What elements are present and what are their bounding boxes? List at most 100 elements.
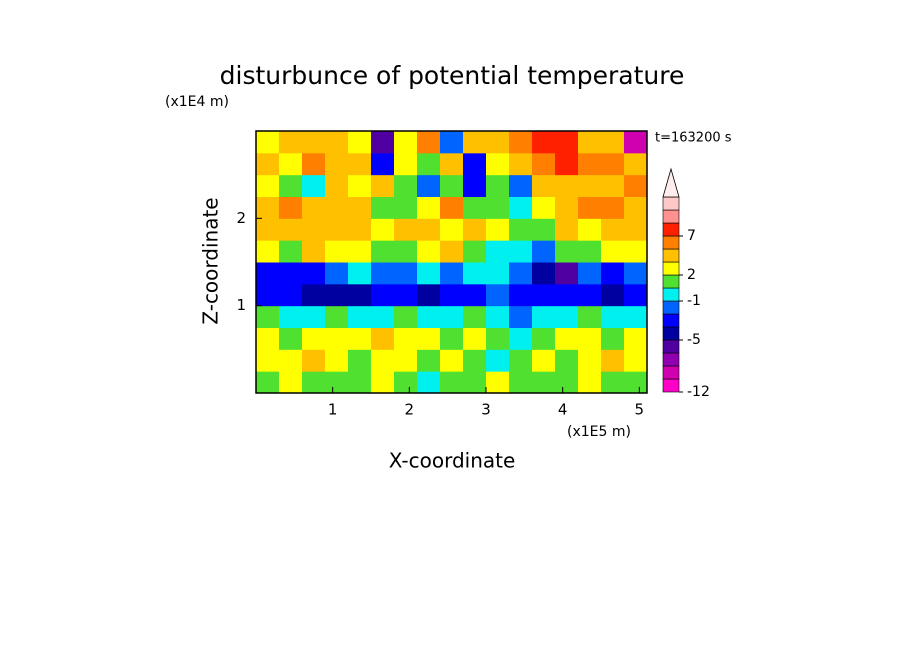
contour-cell — [463, 152, 487, 176]
contour-cell — [325, 196, 349, 219]
contour-cell — [624, 305, 648, 328]
contour-cell — [417, 262, 441, 285]
contour-cell — [325, 240, 349, 263]
contour-cell — [486, 327, 510, 350]
contour-cell — [417, 131, 441, 154]
colorbar-tick-label: -1 — [687, 293, 701, 309]
contour-cell — [279, 305, 303, 328]
contour-cell — [532, 240, 556, 263]
contour-cell — [555, 305, 579, 328]
contour-cell — [555, 196, 579, 219]
contour-cell — [440, 327, 464, 350]
contour-cell — [256, 152, 280, 176]
contour-cell — [394, 349, 418, 372]
contour-cell — [394, 371, 418, 394]
contour-cell — [279, 152, 303, 176]
contour-cell — [348, 283, 372, 307]
contour-cell — [509, 262, 533, 285]
contour-cell — [601, 371, 625, 394]
contour-cell — [348, 349, 372, 372]
contour-cell — [578, 349, 602, 372]
contour-cell — [463, 196, 487, 219]
contour-cell — [624, 371, 648, 394]
contour-cell — [371, 218, 395, 241]
contour-cell — [302, 305, 326, 328]
contour-cell — [601, 152, 625, 176]
colorbar-segment — [662, 196, 680, 211]
colorbar-segment — [662, 313, 680, 328]
colorbar-segment — [662, 261, 680, 276]
contour-cell — [302, 131, 326, 154]
contour-cell — [417, 305, 441, 328]
contour-cell — [624, 218, 648, 241]
contour-cell — [394, 131, 418, 154]
contour-cell — [394, 218, 418, 241]
colorbar-segment — [662, 287, 680, 302]
contour-cell — [348, 131, 372, 154]
colorbar-segment — [662, 248, 680, 263]
contour-cell — [279, 349, 303, 372]
contour-cell — [417, 152, 441, 176]
contour-cell — [486, 218, 510, 241]
x-unit: (x1E5 m) — [567, 424, 631, 440]
contour-cell — [440, 349, 464, 372]
contour-cell — [486, 305, 510, 328]
contour-cell — [463, 262, 487, 285]
contour-cell — [555, 152, 579, 176]
contour-cell — [371, 131, 395, 154]
contour-cell — [302, 349, 326, 372]
contour-cell — [325, 131, 349, 154]
contour-cell — [256, 327, 280, 350]
colorbar-segment — [662, 209, 680, 224]
contour-cell — [532, 196, 556, 219]
contour-cell — [578, 371, 602, 394]
contour-cell — [325, 327, 349, 350]
contour-cell — [394, 327, 418, 350]
x-tick-label: 2 — [405, 401, 415, 419]
contour-cell — [578, 131, 602, 154]
colorbar-tick-label: 2 — [687, 267, 696, 283]
contour-cell — [371, 327, 395, 350]
contour-cell — [578, 152, 602, 176]
contour-cell — [279, 131, 303, 154]
colorbar-segment — [662, 326, 680, 341]
contour-cell — [371, 262, 395, 285]
contour-cell — [624, 152, 648, 176]
contour-cell — [463, 371, 487, 394]
contour-cell — [394, 305, 418, 328]
contour-cell — [325, 152, 349, 176]
contour-cell — [509, 240, 533, 263]
contour-cell — [417, 240, 441, 263]
contour-cell — [348, 371, 372, 394]
contour-cell — [371, 196, 395, 219]
contour-cell — [440, 262, 464, 285]
contour-cell — [532, 371, 556, 394]
contour-cell — [578, 174, 602, 197]
contour-cell — [624, 262, 648, 285]
contour-cell — [601, 131, 625, 154]
contour-cell — [601, 327, 625, 350]
contour-cell — [279, 371, 303, 394]
contour-cell — [486, 196, 510, 219]
contour-cell — [440, 371, 464, 394]
contour-cell — [256, 305, 280, 328]
contour-cell — [279, 283, 303, 307]
contour-cell — [601, 262, 625, 285]
contour-cell — [440, 283, 464, 307]
contour-cell — [578, 196, 602, 219]
contour-cell — [348, 196, 372, 219]
contour-cell — [348, 240, 372, 263]
contour-cell — [532, 349, 556, 372]
colorbar-segment — [662, 378, 680, 393]
contour-cell — [486, 371, 510, 394]
contour-cell — [325, 262, 349, 285]
contour-cell — [509, 327, 533, 350]
contour-cell — [555, 327, 579, 350]
contour-cell — [555, 174, 579, 197]
contour-cell — [325, 305, 349, 328]
contour-cell — [624, 196, 648, 219]
contour-cell — [532, 131, 556, 154]
contour-cell — [325, 349, 349, 372]
contour-cell — [555, 283, 579, 307]
contour-cell — [624, 240, 648, 263]
